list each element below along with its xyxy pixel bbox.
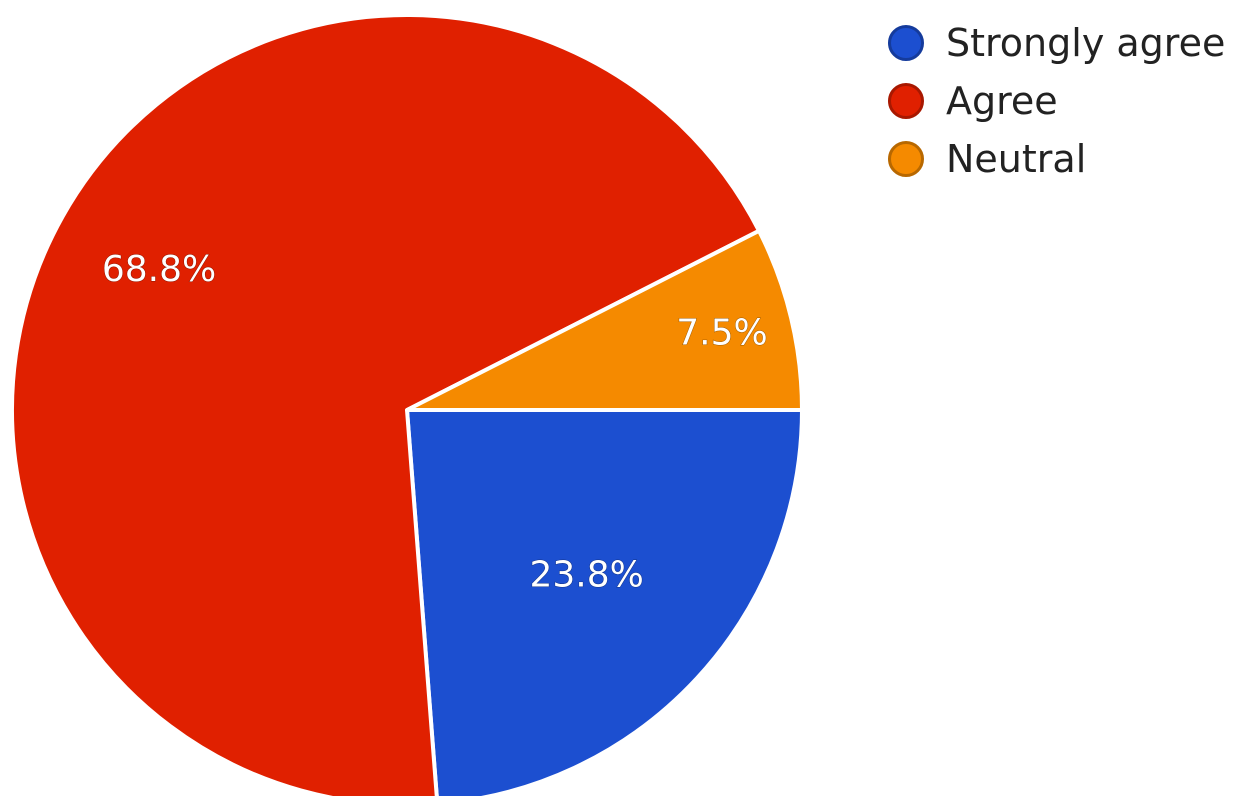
legend-swatch-agree	[888, 83, 924, 119]
pie-value-label-agree: 68.8%	[102, 249, 216, 290]
legend-label-neutral: Neutral	[946, 137, 1087, 181]
legend-swatch-strongly-agree	[888, 25, 924, 61]
legend-label-agree: Agree	[946, 79, 1058, 123]
pie-value-labels: 23.8% 68.8% 7.5%	[101, 248, 768, 596]
pie-value-label-neutral: 7.5%	[676, 312, 767, 353]
pie-slice-neutral	[405, 228, 804, 412]
pie-value-label-strongly-agree: 23.8%	[530, 554, 644, 595]
chart-legend: Strongly agree Agree Neutral	[888, 14, 1238, 188]
pie-slice-agree	[10, 13, 762, 796]
legend-item-strongly-agree: Strongly agree	[888, 14, 1238, 72]
legend-swatch-neutral	[888, 141, 924, 177]
pie-slice-strongly-agree	[405, 408, 804, 796]
legend-label-strongly-agree: Strongly agree	[946, 21, 1226, 65]
legend-item-agree: Agree	[888, 72, 1238, 130]
pie-slices	[10, 13, 804, 796]
legend-item-neutral: Neutral	[888, 130, 1238, 188]
